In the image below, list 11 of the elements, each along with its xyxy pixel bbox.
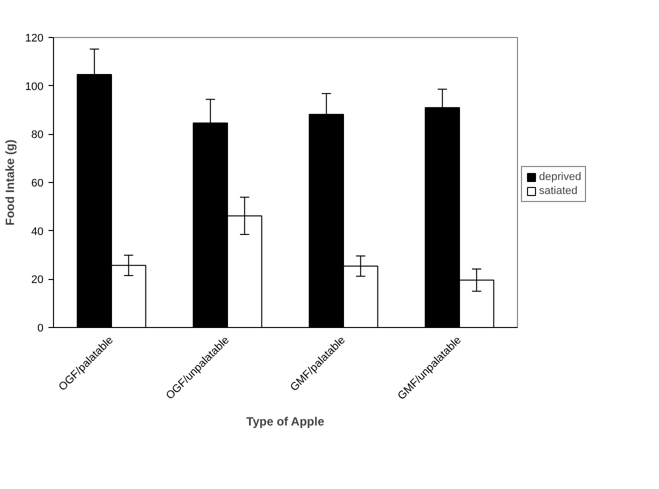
legend-label: satiated (539, 185, 578, 197)
x-axis-title: Type of Apple (246, 414, 325, 429)
y-tick-label: 120 (25, 32, 44, 44)
y-tick-label: 100 (25, 80, 44, 93)
y-tick-label: 80 (31, 129, 44, 142)
y-axis-title: Food Intake (g) (3, 139, 18, 226)
y-tick-label: 60 (31, 178, 44, 190)
y-tick-label: 20 (31, 274, 44, 286)
y-tick-label: 40 (31, 226, 44, 238)
legend-label: deprived (539, 171, 582, 183)
y-tick-label: 0 (37, 322, 44, 334)
